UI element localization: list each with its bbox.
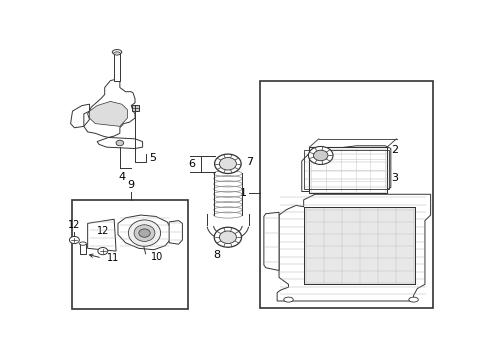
- Circle shape: [116, 140, 123, 146]
- Text: 12: 12: [68, 220, 81, 230]
- Text: 1: 1: [239, 188, 246, 198]
- Polygon shape: [70, 104, 89, 128]
- Text: 8: 8: [212, 250, 220, 260]
- Ellipse shape: [219, 158, 236, 170]
- Text: 3: 3: [391, 173, 398, 183]
- Ellipse shape: [128, 220, 160, 246]
- Circle shape: [69, 237, 79, 244]
- Circle shape: [98, 247, 107, 255]
- Polygon shape: [118, 215, 171, 250]
- Bar: [303, 207, 415, 284]
- Ellipse shape: [113, 52, 120, 55]
- Polygon shape: [84, 79, 135, 138]
- Polygon shape: [87, 219, 116, 251]
- Text: 4: 4: [118, 172, 125, 182]
- Text: 7: 7: [245, 157, 252, 167]
- Bar: [303, 207, 415, 284]
- Polygon shape: [80, 244, 85, 254]
- Polygon shape: [301, 146, 390, 192]
- Ellipse shape: [134, 225, 155, 242]
- Ellipse shape: [308, 147, 332, 165]
- Circle shape: [139, 229, 150, 237]
- Bar: [132, 105, 139, 111]
- Text: 11: 11: [106, 253, 119, 263]
- Polygon shape: [277, 194, 430, 301]
- Ellipse shape: [112, 50, 122, 55]
- Polygon shape: [264, 212, 279, 270]
- Text: 2: 2: [391, 145, 398, 155]
- Bar: [309, 147, 386, 193]
- Ellipse shape: [313, 150, 327, 161]
- Ellipse shape: [283, 297, 293, 302]
- Bar: [303, 150, 388, 189]
- Ellipse shape: [214, 227, 241, 247]
- Polygon shape: [114, 53, 120, 81]
- Text: 9: 9: [127, 180, 135, 190]
- Ellipse shape: [214, 154, 241, 174]
- Bar: [260, 81, 432, 308]
- Polygon shape: [89, 102, 127, 126]
- Polygon shape: [169, 221, 182, 244]
- Bar: [72, 200, 188, 309]
- Text: 12: 12: [97, 226, 109, 236]
- Text: 10: 10: [151, 252, 163, 262]
- Ellipse shape: [219, 231, 236, 243]
- Text: 6: 6: [188, 159, 195, 169]
- Ellipse shape: [408, 297, 417, 302]
- Text: 5: 5: [149, 153, 156, 163]
- Polygon shape: [97, 138, 142, 149]
- Ellipse shape: [80, 242, 86, 245]
